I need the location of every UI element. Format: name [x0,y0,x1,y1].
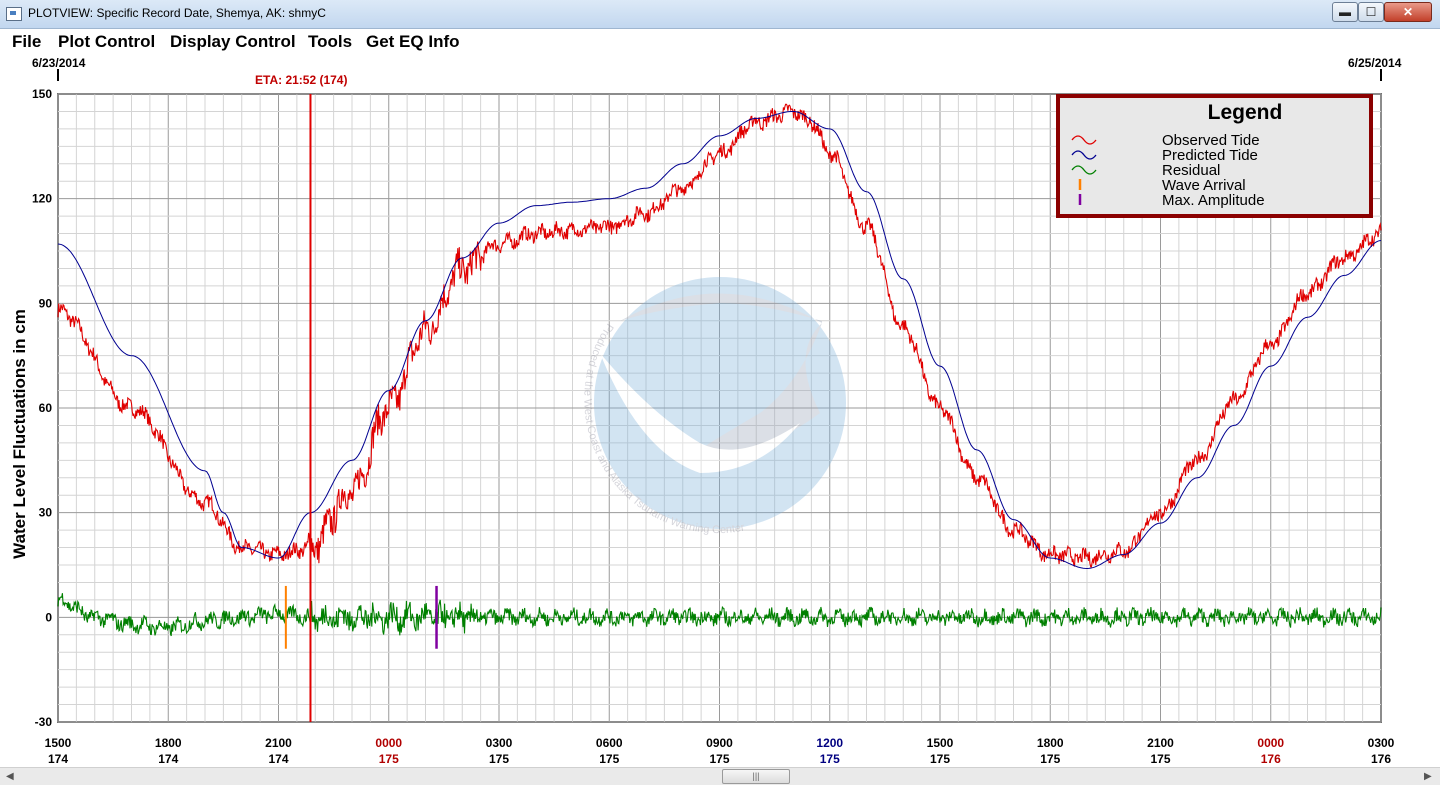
legend-label: Wave Arrival [1162,177,1246,194]
y-tick-label: 150 [32,87,52,101]
x-tick-time: 1500 [45,736,72,750]
app-icon[interactable] [6,7,22,21]
x-tick-day: 175 [379,752,399,766]
y-tick-label: 90 [39,296,53,310]
x-tick-time: 1500 [927,736,954,750]
close-button[interactable]: ✕ [1384,2,1432,22]
maximize-button[interactable]: ☐ [1358,2,1384,22]
menu-file[interactable]: File [12,32,42,51]
y-axis-label: Water Level Fluctuations in cm [10,309,29,559]
series-predicted-tide [57,110,1382,570]
x-tick-time: 1800 [1037,736,1064,750]
legend-swatch [1071,150,1097,160]
y-axis-ticks: 150 120 90 60 30 0 -30 [32,87,52,729]
menu-plot-control[interactable]: Plot Control [58,32,156,51]
y-tick-label: 120 [32,192,52,206]
x-tick-day: 175 [930,752,950,766]
x-axis-ticks: 1500 174 1800 174 2100 174 0000 175 0300 175 0600 1… [45,736,1395,766]
x-tick-time: 0300 [1368,736,1395,750]
series-residual [57,593,1382,637]
y-tick-label: 60 [39,401,53,415]
tide-plot[interactable]: 6/23/2014 6/25/2014 ETA: 21:52 (174) Pro… [0,53,1440,767]
title-bar: PLOTVIEW: Specific Record Date, Shemya, … [0,0,1440,29]
end-date: 6/25/2014 [1348,56,1402,70]
scroll-right-icon[interactable]: ▶ [1424,771,1432,782]
x-tick-day: 175 [489,752,509,766]
x-tick-day: 174 [48,752,68,766]
y-tick-label: 0 [45,610,52,624]
legend-label: Predicted Tide [1162,147,1258,164]
horizontal-scrollbar[interactable]: ◀ ||| ▶ [0,767,1440,785]
series-observed-tide [57,103,1382,568]
x-tick-day: 176 [1261,752,1281,766]
window-title: PLOTVIEW: Specific Record Date, Shemya, … [28,6,326,20]
legend-label: Residual [1162,162,1220,179]
event-markers [284,94,438,722]
x-tick-time: 0600 [596,736,623,750]
x-tick-day: 175 [820,752,840,766]
start-date: 6/23/2014 [32,56,86,70]
legend-label: Observed Tide [1162,132,1260,149]
x-tick-time: 0000 [1257,736,1284,750]
menu-bar: File Plot Control Display Control Tools … [0,29,1440,53]
x-tick-day: 176 [1371,752,1391,766]
scroll-thumb[interactable]: ||| [722,769,790,784]
x-tick-time: 1200 [816,736,843,750]
x-tick-time: 2100 [1147,736,1174,750]
legend-swatch [1071,135,1097,145]
x-tick-time: 2100 [265,736,292,750]
x-tick-time: 0300 [486,736,513,750]
x-tick-day: 175 [709,752,729,766]
y-tick-label: -30 [35,715,53,729]
scroll-left-icon[interactable]: ◀ [6,771,14,782]
menu-get-eq-info[interactable]: Get EQ Info [366,32,460,51]
legend-swatch [1071,165,1097,175]
x-tick-time: 0000 [375,736,402,750]
x-tick-day: 174 [158,752,178,766]
legend-title: Legend [1208,101,1283,124]
x-tick-time: 1800 [155,736,182,750]
legend-label: Max. Amplitude [1162,192,1265,209]
minimize-button[interactable]: ▬ [1332,2,1358,22]
x-tick-day: 175 [1040,752,1060,766]
eta-label: ETA: 21:52 (174) [255,73,347,87]
x-tick-day: 174 [268,752,288,766]
x-tick-day: 175 [599,752,619,766]
x-tick-day: 175 [1150,752,1170,766]
menu-tools[interactable]: Tools [308,32,353,51]
x-tick-time: 0900 [706,736,733,750]
menu-display-control[interactable]: Display Control [170,32,296,51]
y-tick-label: 30 [39,506,53,520]
plot-series [57,103,1382,637]
